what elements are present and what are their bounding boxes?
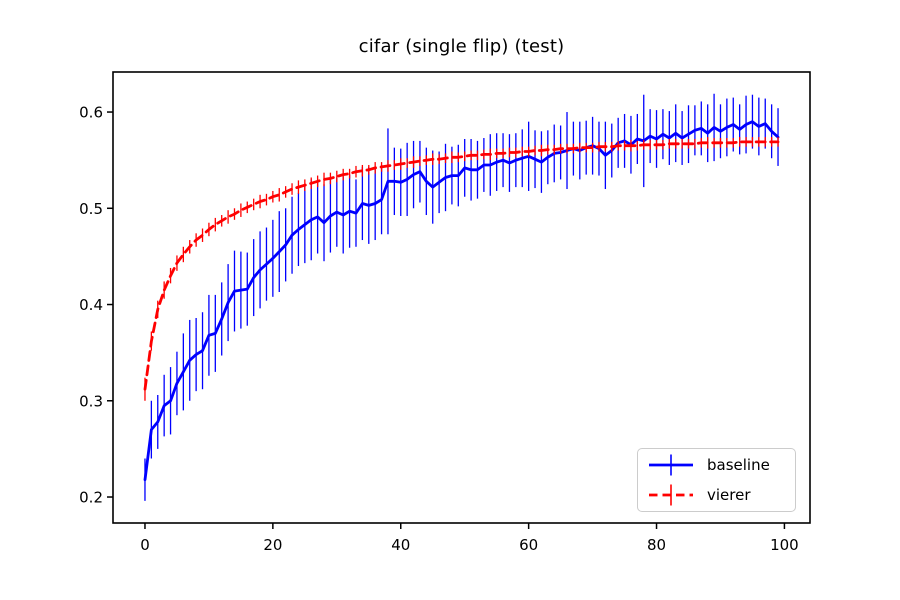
x-tick-label: 80	[647, 536, 666, 554]
axes-frame	[112, 71, 811, 524]
plot-area	[113, 72, 810, 523]
y-tick-label: 0.2	[79, 489, 103, 507]
y-tick-label: 0.6	[79, 104, 103, 122]
x-tick-label: 0	[140, 536, 150, 554]
x-tick-label: 40	[391, 536, 410, 554]
chart-title: cifar (single flip) (test)	[358, 36, 565, 57]
legend-item-vierer: vierer	[647, 482, 795, 509]
legend: baseline vierer	[637, 448, 796, 512]
y-tick-label: 0.3	[79, 392, 103, 410]
y-tick-label: 0.4	[79, 296, 103, 314]
legend-label-vierer: vierer	[707, 485, 751, 504]
legend-label-baseline: baseline	[707, 455, 770, 474]
baseline-errorbar-handle-icon	[649, 454, 693, 476]
y-tick-label: 0.5	[79, 200, 103, 218]
x-tick-label: 60	[519, 536, 538, 554]
vierer-line	[143, 140, 780, 391]
legend-item-baseline: baseline	[647, 452, 795, 479]
vierer-errorbar-handle-icon	[649, 484, 693, 506]
x-tick-label: 20	[263, 536, 282, 554]
x-tick-label: 100	[770, 536, 799, 554]
baseline-line	[143, 120, 780, 482]
